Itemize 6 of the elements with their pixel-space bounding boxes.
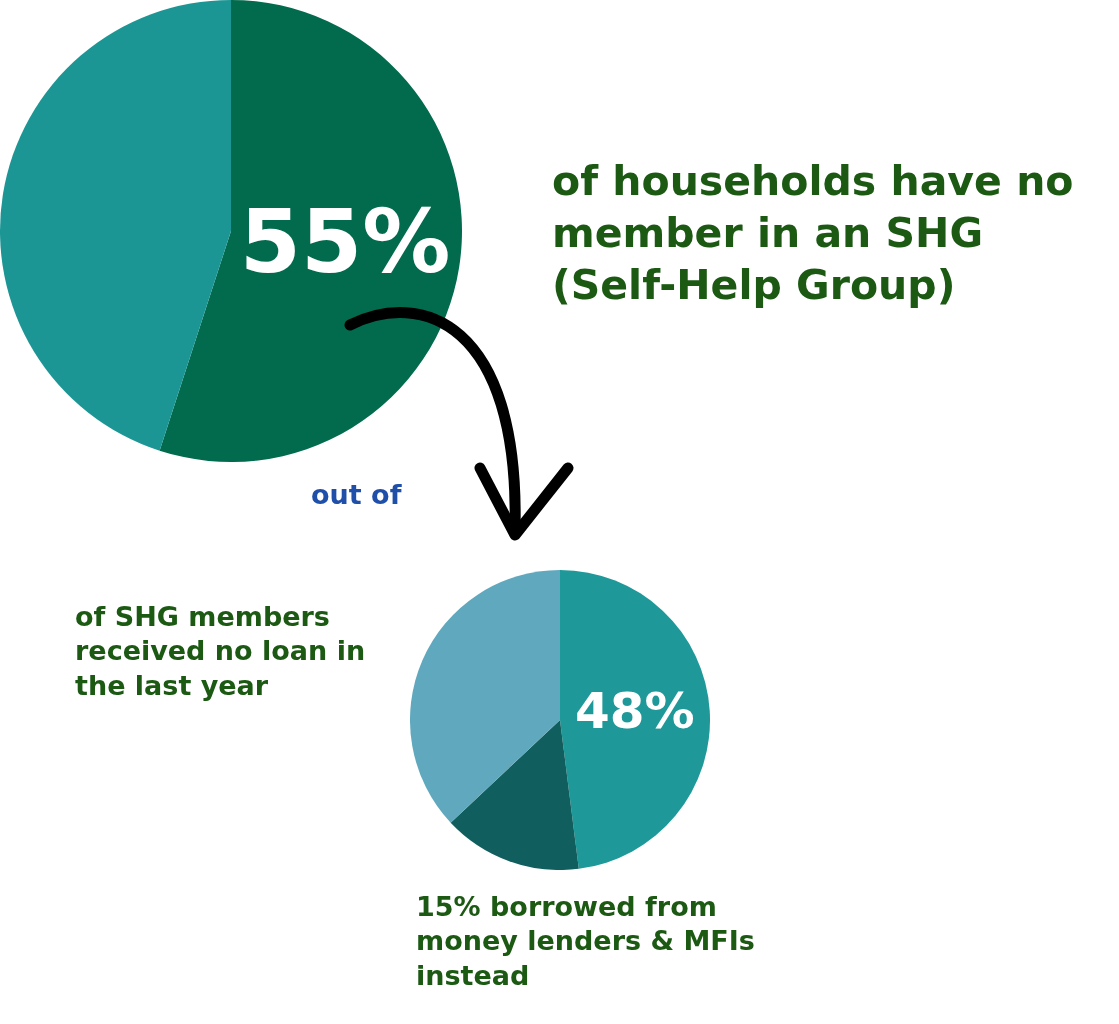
data-label: 48% — [575, 682, 695, 741]
text: 15% borrowed from money lenders & MFIs instead — [416, 890, 756, 993]
text: out of — [311, 478, 403, 512]
text: of households have no member in an SHG (Self-Help Group) — [552, 156, 1075, 312]
text: of SHG members received no loan in the last year — [75, 600, 367, 703]
data-label: 55% — [239, 189, 451, 293]
